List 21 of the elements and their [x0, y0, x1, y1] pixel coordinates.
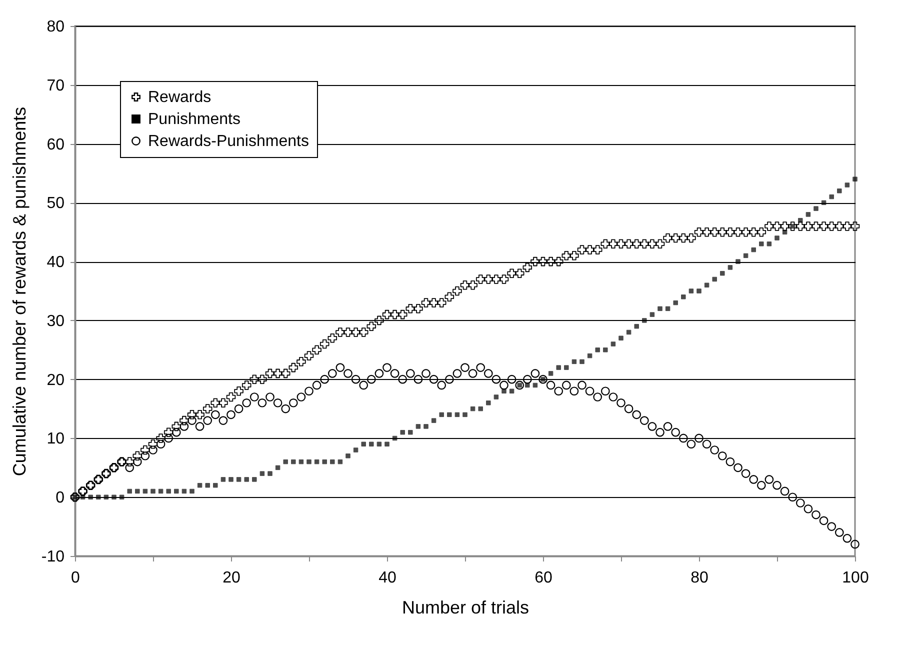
y-tick-label: 10 [46, 430, 65, 448]
x-tick-label: 20 [222, 570, 240, 586]
x-tick-label: 100 [842, 570, 869, 586]
y-tick-label: 0 [56, 490, 65, 507]
y-tick-label: 50 [46, 195, 65, 212]
y-tick-label: 70 [46, 77, 65, 94]
legend-label: Punishments [148, 111, 240, 128]
legend-label: Rewards [148, 89, 212, 106]
legend-label: Rewards-Punishments [148, 133, 309, 150]
x-tick-label: 0 [71, 570, 80, 586]
y-tick-label: -10 [41, 548, 65, 566]
y-tick-label: 40 [46, 254, 65, 272]
x-tick-label: 80 [690, 570, 708, 586]
x-tick-label: 60 [534, 570, 552, 586]
y-tick-label: 30 [46, 312, 65, 330]
x-tick-label: 40 [378, 570, 396, 586]
y-tick-label: 60 [46, 136, 65, 154]
y-tick-label: 20 [46, 372, 65, 389]
x-axis-title: Number of trials [402, 598, 530, 618]
y-axis-title: Cumulative number of rewards & punishments [9, 106, 30, 476]
y-tick-label: 80 [46, 18, 65, 36]
